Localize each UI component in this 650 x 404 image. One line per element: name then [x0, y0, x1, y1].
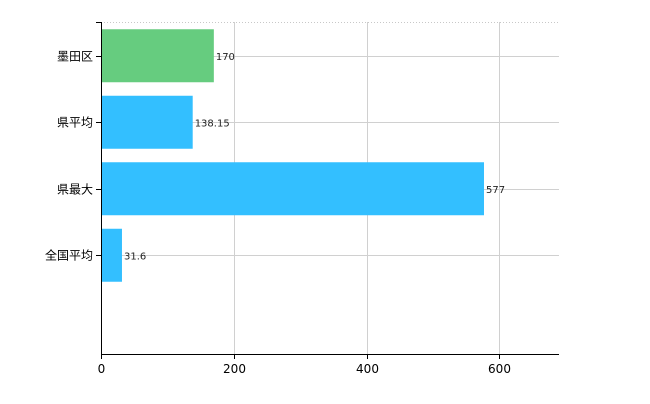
data-label: 31.6	[124, 251, 146, 262]
bar-4	[101, 228, 122, 282]
data-label: 577	[486, 185, 505, 196]
bar-3	[101, 162, 484, 216]
x-tick-label: 200	[223, 362, 246, 376]
x-tick-label: 600	[488, 362, 511, 376]
bars	[101, 29, 484, 282]
data-label: 138.15	[195, 118, 230, 129]
bar-2	[101, 95, 193, 149]
category-label: 全国平均	[45, 248, 93, 263]
category-label: 県平均	[57, 116, 93, 130]
data-label: 170	[216, 52, 235, 63]
x-tick-label: 0	[98, 362, 106, 376]
bar-1	[101, 29, 214, 83]
category-label: 県最大	[57, 183, 93, 197]
axes	[96, 22, 559, 359]
category-label: 墨田区	[57, 50, 93, 64]
x-tick-label: 400	[356, 362, 379, 376]
